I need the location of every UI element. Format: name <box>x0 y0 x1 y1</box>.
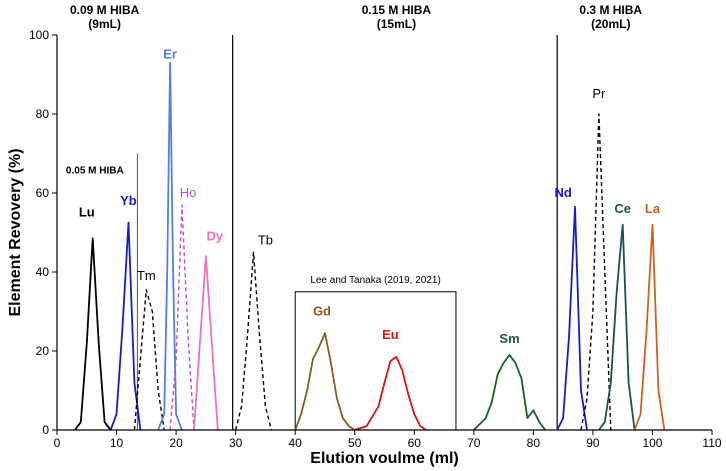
series-line-dy <box>193 255 219 431</box>
series-line-ho <box>169 204 195 431</box>
y-tick-label-40: 40 <box>36 265 50 279</box>
series-label-yb: Yb <box>120 193 137 208</box>
x-tick-label-100: 100 <box>642 436 662 450</box>
series-label-dy: Dy <box>206 228 223 243</box>
x-tick-label-0: 0 <box>54 436 61 450</box>
x-tick-label-10: 10 <box>110 436 124 450</box>
series-label-eu: Eu <box>382 327 399 342</box>
region-label-2-line2: (15mL) <box>377 17 416 31</box>
series-label-ce: Ce <box>614 201 631 216</box>
series-line-lu <box>74 237 112 431</box>
series-label-sm: Sm <box>499 331 519 346</box>
series-line-sm <box>473 353 547 431</box>
region-label-3-line1: 0.3 M HIBA <box>579 3 642 17</box>
series-line-la <box>633 223 666 431</box>
y-tick-label-60: 60 <box>36 186 50 200</box>
x-axis-title: Elution voulme (ml) <box>310 450 458 467</box>
x-tick-label-20: 20 <box>169 436 183 450</box>
series-line-gd <box>294 332 356 431</box>
sub-region-label: 0.05 M HIBA <box>66 165 124 176</box>
y-tick-label-0: 0 <box>42 423 49 437</box>
series-label-nd: Nd <box>554 185 571 200</box>
reference-box: Lee and Tanaka (2019, 2021) <box>294 275 457 430</box>
region-label-1-line1: 0.09 M HIBA <box>70 3 140 17</box>
x-tick-label-70: 70 <box>467 436 481 450</box>
x-tick-label-40: 40 <box>289 436 303 450</box>
x-tick-label-90: 90 <box>586 436 600 450</box>
region-label-2-line1: 0.15 M HIBA <box>362 3 432 17</box>
series-label-tm: Tm <box>137 268 156 283</box>
axes: 0 10 20 30 40 50 60 70 80 90 100 110 0 20 40 60 80 100 Elu… <box>7 28 722 467</box>
series-line-tm <box>133 289 165 431</box>
x-tick-label-80: 80 <box>527 436 541 450</box>
y-tick-label-80: 80 <box>36 107 50 121</box>
region-label-3-line2: (20mL) <box>591 17 630 31</box>
series-label-lu: Lu <box>79 205 95 220</box>
chart-labels: 0.05 M HIBA Lu Yb Tm Er Ho Dy Tb Gd Eu Sm Nd Pr Ce La 0… <box>66 3 661 346</box>
series-label-ho: Ho <box>180 185 197 200</box>
y-tick-label-100: 100 <box>29 28 49 42</box>
series-line-er <box>157 61 183 431</box>
y-axis-title: Element Revovery (%) <box>7 148 24 316</box>
series-line-yb <box>109 221 142 431</box>
series-label-la: La <box>645 201 661 216</box>
y-tick-label-20: 20 <box>36 344 50 358</box>
reference-box-outline <box>294 291 457 430</box>
region-label-1-line2: (9mL) <box>88 17 121 31</box>
x-tick-label-60: 60 <box>408 436 422 450</box>
series-line-pr <box>580 113 612 431</box>
series-label-gd: Gd <box>313 303 331 318</box>
series-lines <box>74 61 666 431</box>
series-label-er: Er <box>163 47 177 62</box>
series-line-ce <box>598 223 636 431</box>
series-line-tb <box>234 251 273 431</box>
series-label-pr: Pr <box>592 86 606 101</box>
series-label-tb: Tb <box>258 232 273 247</box>
x-tick-label-110: 110 <box>702 436 721 450</box>
series-line-eu <box>354 355 427 431</box>
series-line-nd <box>556 205 588 431</box>
x-tick-label-30: 30 <box>229 436 243 450</box>
region-dividers <box>136 35 558 430</box>
x-tick-label-50: 50 <box>348 436 362 450</box>
reference-box-label: Lee and Tanaka (2019, 2021) <box>310 275 440 286</box>
